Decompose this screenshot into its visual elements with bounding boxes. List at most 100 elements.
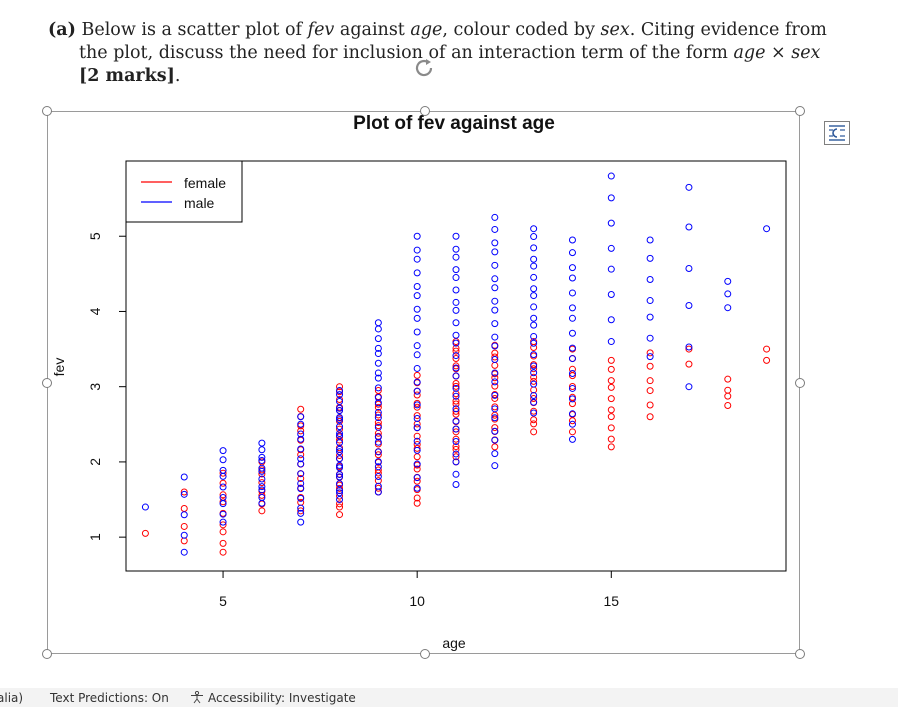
- male-point: [452, 245, 460, 253]
- male-point: [491, 306, 499, 314]
- female-point: [374, 466, 382, 474]
- male-point: [607, 172, 615, 180]
- chart-title: Plot of fev against age: [353, 113, 555, 134]
- y-tick-label: 4: [87, 307, 103, 315]
- male-point: [646, 236, 654, 244]
- question-text-part: . Citing evidence from: [629, 20, 827, 40]
- male-point: [491, 436, 499, 444]
- resize-handle-top[interactable]: [420, 106, 430, 116]
- female-point: [568, 382, 576, 390]
- female-point: [452, 443, 460, 451]
- resize-handle-top-left[interactable]: [42, 106, 52, 116]
- male-point: [491, 225, 499, 233]
- male-point: [413, 364, 421, 372]
- female-point: [530, 373, 538, 381]
- male-point: [413, 269, 421, 277]
- female-point: [685, 345, 693, 353]
- male-point: [607, 244, 615, 252]
- female-point: [452, 397, 460, 405]
- female-point: [646, 387, 654, 395]
- male-point: [607, 316, 615, 324]
- female-point: [607, 356, 615, 364]
- male-point: [336, 448, 344, 456]
- var-age: age: [410, 20, 443, 40]
- male-point: [336, 386, 344, 394]
- male-point: [258, 475, 266, 483]
- male-point: [491, 333, 499, 341]
- female-point: [219, 491, 227, 499]
- male-point: [491, 391, 499, 399]
- female-point: [297, 427, 305, 435]
- male-point: [374, 438, 382, 446]
- male-point: [297, 430, 305, 438]
- male-point: [763, 225, 771, 233]
- male-point: [452, 306, 460, 314]
- resize-handle-bottom-right[interactable]: [795, 649, 805, 659]
- male-point: [491, 405, 499, 413]
- male-point: [491, 297, 499, 305]
- picture-selection-frame[interactable]: [47, 111, 800, 654]
- male-point: [685, 223, 693, 231]
- resize-handle-top-right[interactable]: [795, 106, 805, 116]
- female-point: [413, 371, 421, 379]
- female-point: [219, 528, 227, 536]
- male-point: [685, 343, 693, 351]
- y-axis-label: fev: [51, 358, 67, 377]
- resize-handle-left[interactable]: [42, 378, 52, 388]
- female-point: [452, 380, 460, 388]
- female-point: [336, 395, 344, 403]
- female-point: [297, 475, 305, 483]
- male-point: [336, 404, 344, 412]
- male-point: [180, 511, 188, 519]
- male-point: [413, 378, 421, 386]
- female-point: [452, 400, 460, 408]
- male-point: [530, 303, 538, 311]
- male-point: [607, 338, 615, 346]
- male-point: [258, 446, 266, 454]
- female-point: [530, 420, 538, 428]
- male-point: [491, 414, 499, 422]
- male-point: [452, 286, 460, 294]
- resize-handle-bottom[interactable]: [420, 649, 430, 659]
- male-point: [336, 464, 344, 472]
- male-point: [336, 429, 344, 437]
- male-point: [374, 344, 382, 352]
- male-point: [530, 233, 538, 241]
- male-point: [685, 383, 693, 391]
- resize-handle-right[interactable]: [795, 378, 805, 388]
- female-point: [413, 412, 421, 420]
- var-fev: fev: [307, 20, 335, 40]
- layout-options-icon[interactable]: [824, 121, 850, 145]
- male-point: [491, 239, 499, 247]
- male-point: [452, 405, 460, 413]
- male-point: [219, 483, 227, 491]
- language-status[interactable]: alia): [0, 691, 24, 705]
- accessibility-status[interactable]: Accessibility: Investigate: [208, 691, 356, 705]
- female-point: [607, 377, 615, 385]
- accessibility-icon[interactable]: [190, 690, 204, 707]
- resize-handle-bottom-left[interactable]: [42, 649, 52, 659]
- male-point: [258, 493, 266, 501]
- male-point: [491, 427, 499, 435]
- male-point: [452, 232, 460, 240]
- male-point: [336, 391, 344, 399]
- female-point: [413, 465, 421, 473]
- question-line-3: [2 marks].: [79, 65, 180, 88]
- female-point: [258, 507, 266, 515]
- x-tick-label: 15: [604, 593, 620, 609]
- female-point: [607, 383, 615, 391]
- legend-male-label: male: [184, 195, 215, 211]
- interaction-term: age × sex: [733, 43, 821, 63]
- female-point: [413, 494, 421, 502]
- rotate-handle-icon[interactable]: [412, 56, 436, 80]
- female-point: [491, 394, 499, 402]
- female-point: [491, 382, 499, 390]
- female-point: [530, 416, 538, 424]
- female-point: [297, 507, 305, 515]
- male-point: [413, 255, 421, 263]
- male-point: [258, 464, 266, 472]
- male-point: [258, 483, 266, 491]
- text-predictions-status[interactable]: Text Predictions: On: [50, 691, 169, 705]
- male-point: [646, 297, 654, 305]
